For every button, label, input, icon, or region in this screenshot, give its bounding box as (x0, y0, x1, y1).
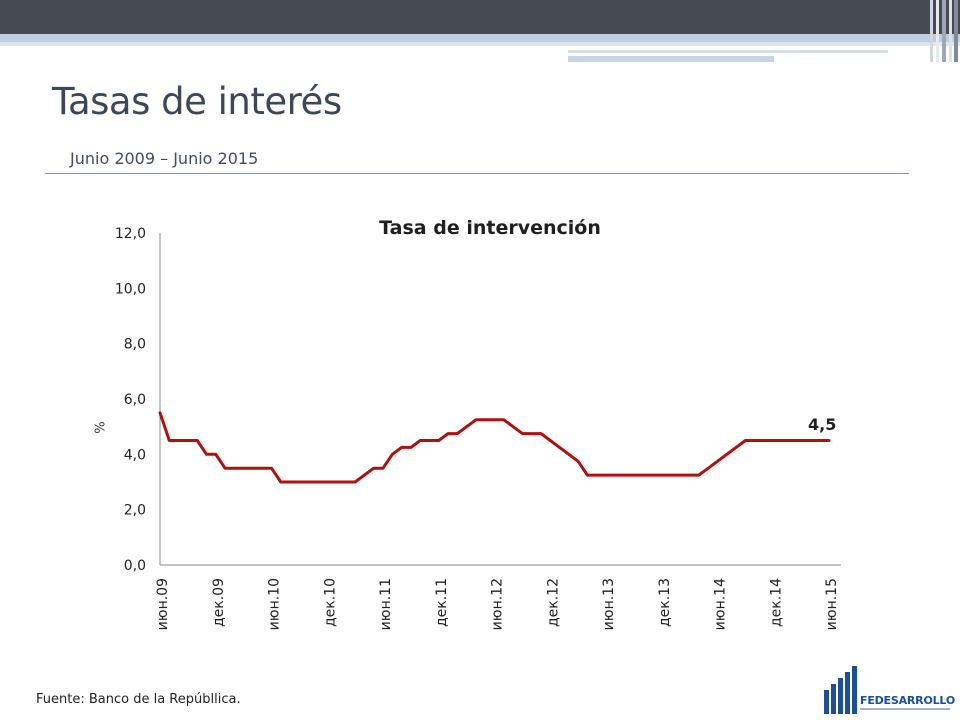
y-tick-label: 0,0 (124, 558, 146, 574)
header-decoration (0, 0, 960, 62)
x-tick-label: июн.14 (713, 578, 729, 630)
y-tick-label: 2,0 (124, 503, 146, 519)
series-line-tasa-intervencion (158, 411, 831, 484)
x-tick-label: июн.15 (824, 578, 840, 630)
x-tick-label: дек.10 (322, 578, 338, 627)
x-tick-label: дек.13 (657, 578, 673, 627)
y-tick-label: 8,0 (124, 337, 146, 353)
title-divider (45, 173, 909, 174)
y-tick-label: 6,0 (124, 392, 146, 408)
slide-title: Tasas de interés (52, 80, 342, 123)
y-axis-label: % (93, 421, 109, 434)
y-tick-label: 12,0 (115, 226, 146, 242)
chart-title: Tasa de intervención (379, 217, 601, 239)
logo-tagline-bar (860, 708, 950, 710)
slide-subtitle: Junio 2009 – Junio 2015 (70, 149, 259, 168)
fedesarrollo-logo-icon (824, 666, 857, 714)
x-tick-label: дек.12 (545, 578, 561, 627)
x-tick-label: июн.12 (490, 578, 506, 630)
x-tick-label: дек.14 (768, 578, 784, 627)
source-note: Fuente: Banco de la Repúbllica. (36, 692, 241, 707)
x-tick-label: июн.09 (155, 578, 171, 630)
x-tick-label: июн.11 (378, 578, 394, 630)
x-tick-label: дек.11 (434, 578, 450, 627)
x-tick-label: июн.13 (601, 578, 617, 630)
y-tick-label: 10,0 (115, 281, 146, 297)
last-value-label: 4,5 (808, 415, 837, 434)
x-tick-label: дек.09 (211, 578, 227, 627)
logo-wordmark: FEDESARROLLO (860, 694, 955, 707)
y-tick-label: 4,0 (124, 447, 146, 463)
x-tick-label: июн.10 (267, 578, 283, 630)
